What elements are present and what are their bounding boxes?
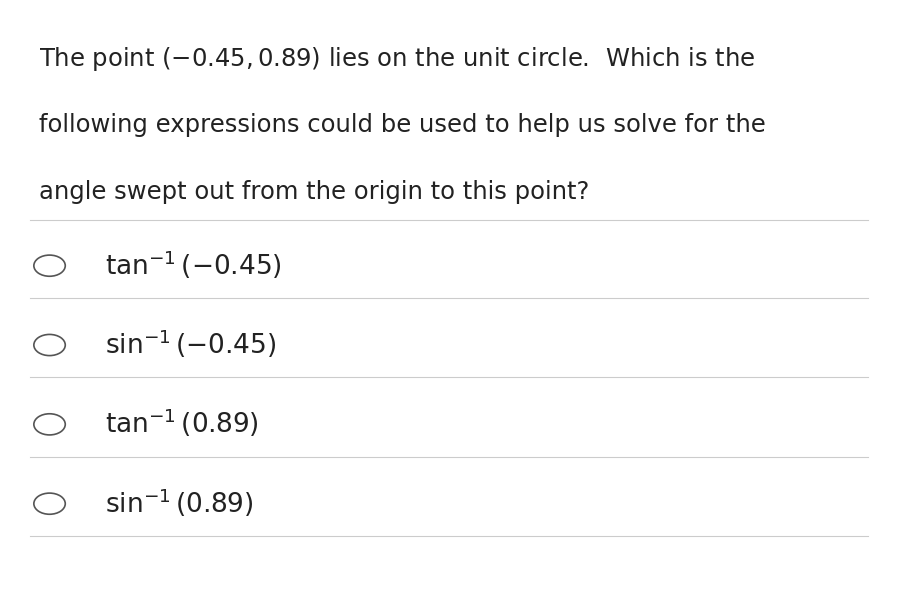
Text: $\tan^{-1}(0.89)$: $\tan^{-1}(0.89)$ <box>104 407 258 439</box>
Text: $\sin^{-1}(-0.45)$: $\sin^{-1}(-0.45)$ <box>104 328 276 360</box>
Text: The point $(-0.45, 0.89)$ lies on the unit circle.  Which is the: The point $(-0.45, 0.89)$ lies on the un… <box>39 45 755 73</box>
Text: following expressions could be used to help us solve for the: following expressions could be used to h… <box>39 113 766 137</box>
Text: $\sin^{-1}(0.89)$: $\sin^{-1}(0.89)$ <box>104 486 254 519</box>
Text: $\tan^{-1}(-0.45)$: $\tan^{-1}(-0.45)$ <box>104 249 281 281</box>
Text: angle swept out from the origin to this point?: angle swept out from the origin to this … <box>39 181 589 204</box>
